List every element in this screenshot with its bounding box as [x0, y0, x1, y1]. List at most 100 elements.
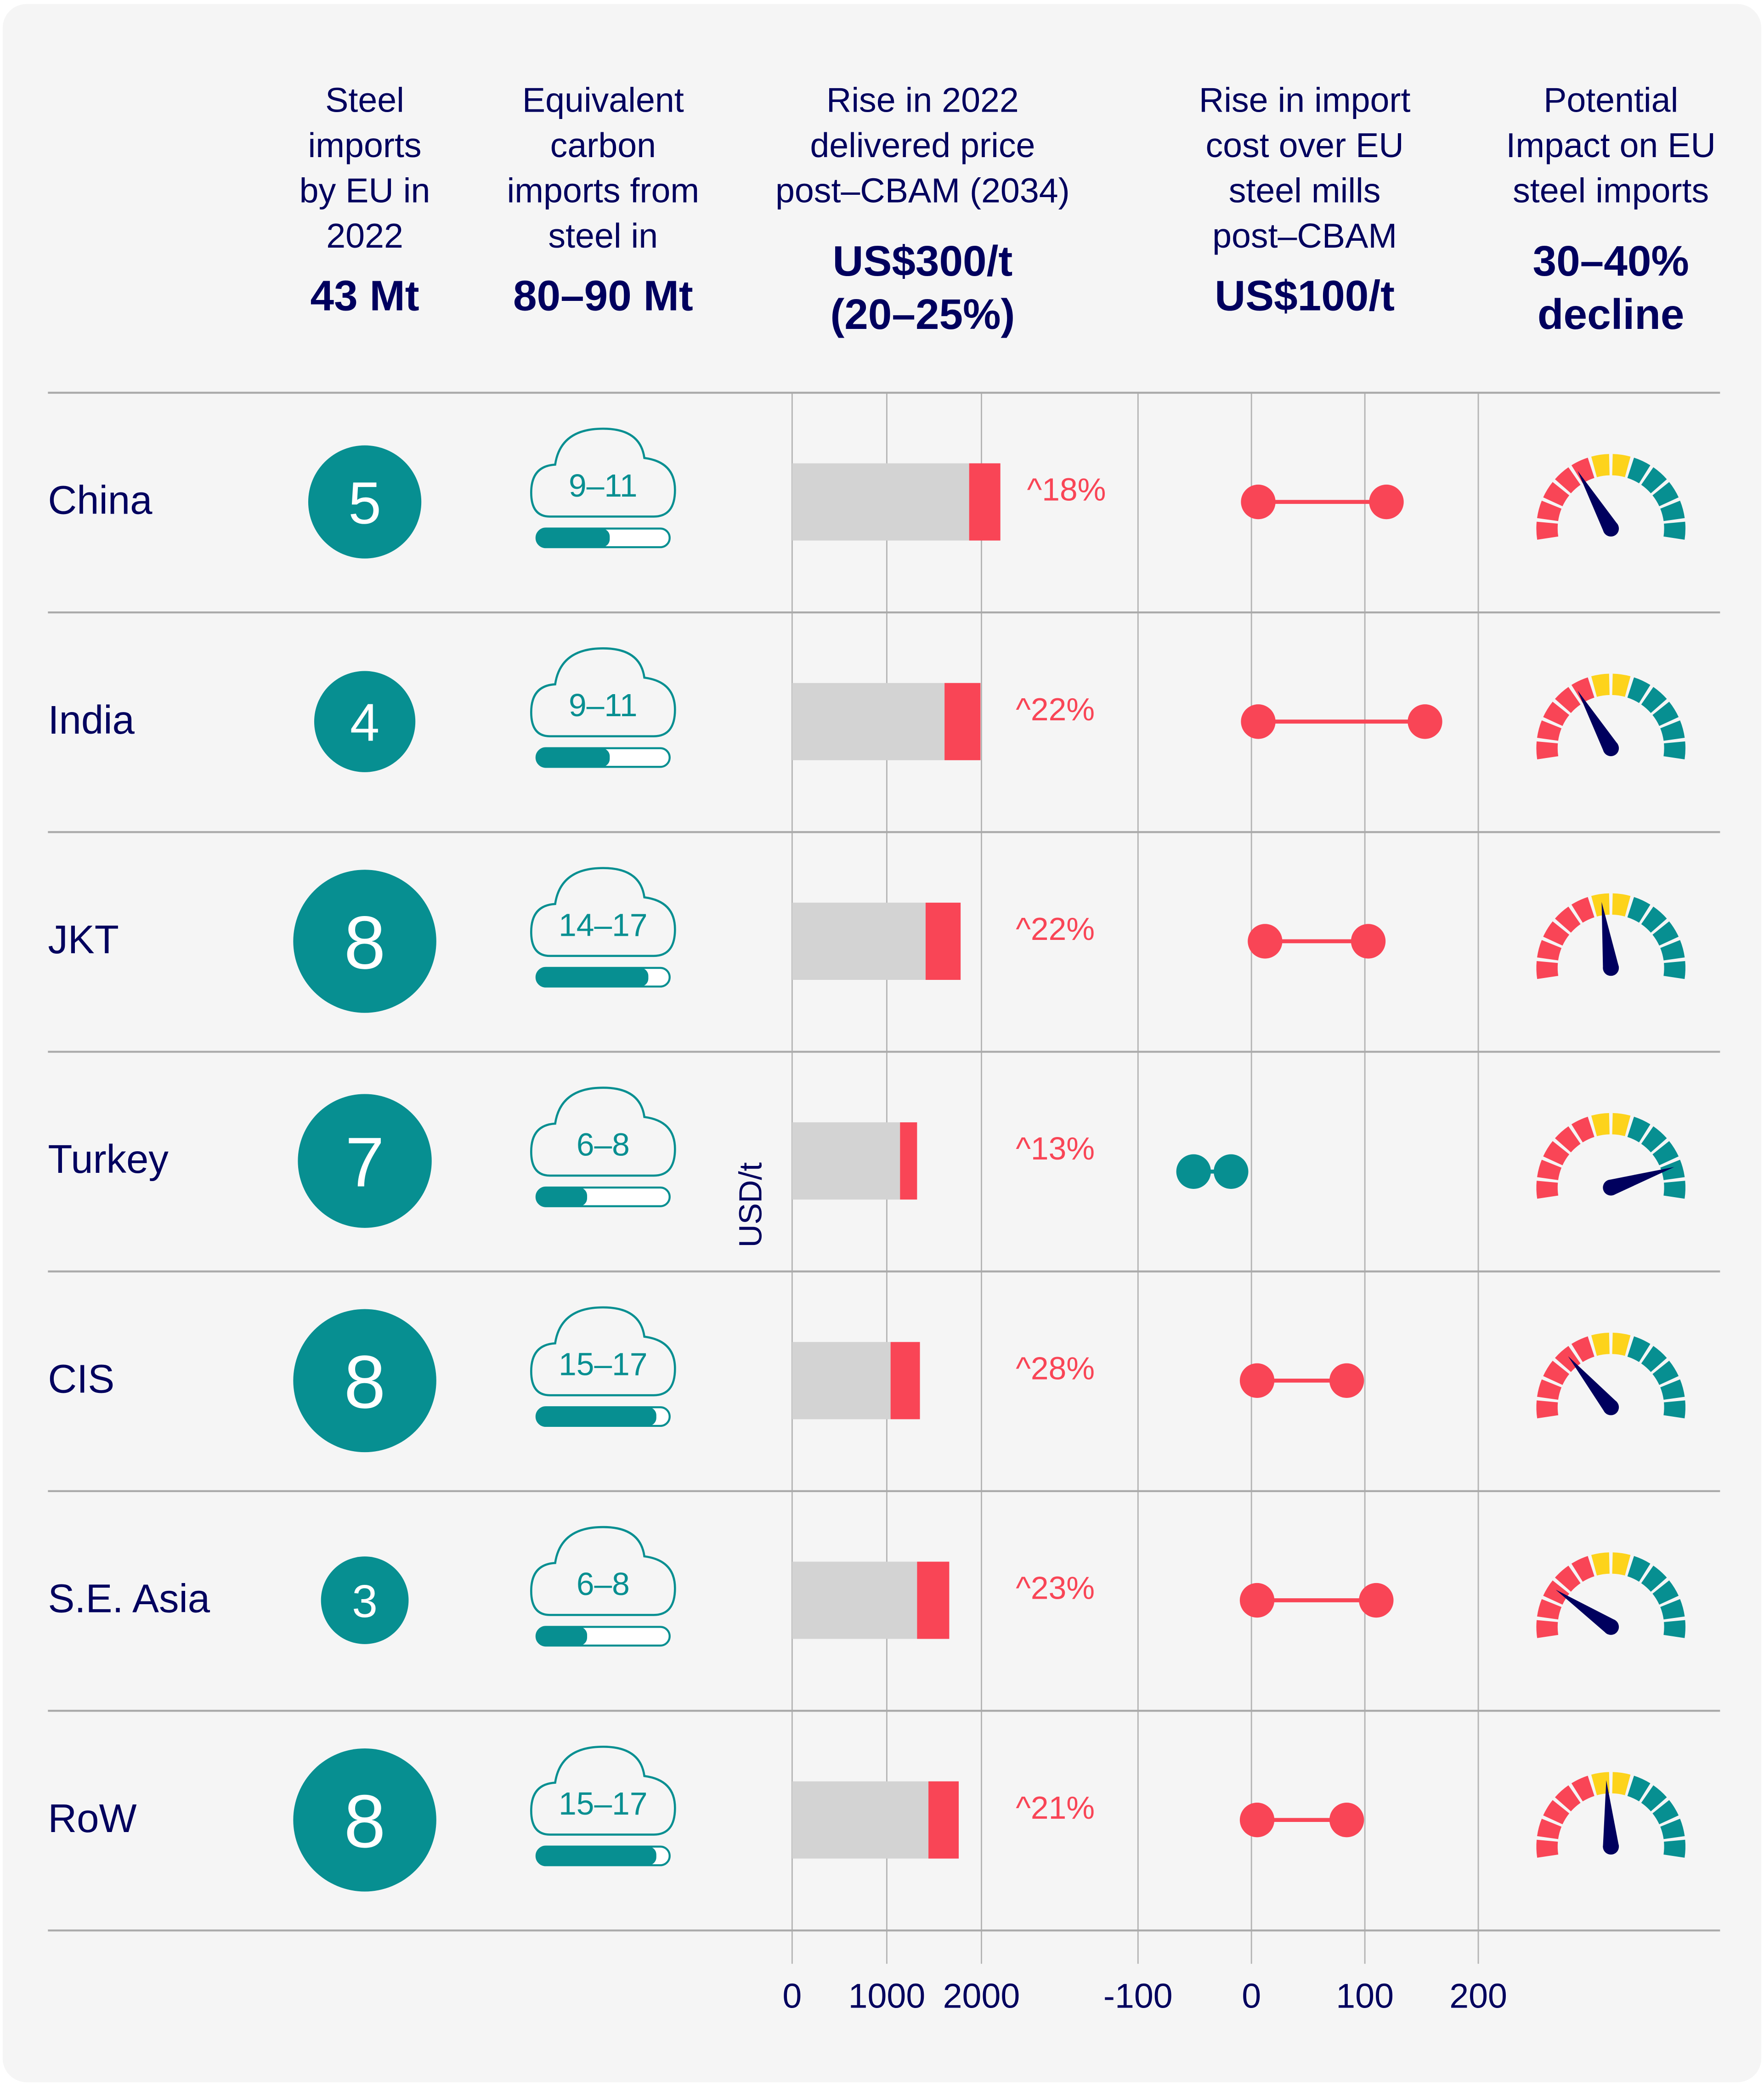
gauge-needle — [1601, 902, 1619, 969]
cost-low-dot — [1241, 484, 1276, 520]
gauge-segment — [1536, 741, 1559, 760]
header-value: US$100/t — [1145, 269, 1464, 322]
gauge-segment — [1612, 1333, 1631, 1356]
price-tick-label: 0 — [782, 1976, 802, 2015]
price-base-bar — [792, 463, 969, 541]
gauge-needle — [1603, 1780, 1619, 1847]
cost-low-dot — [1239, 1363, 1275, 1398]
gauge-segment — [1536, 961, 1559, 979]
gauge-segment — [1536, 1400, 1559, 1419]
header-value-line: decline — [1537, 290, 1685, 339]
cloud-icon — [530, 867, 676, 957]
gauge-segment — [1537, 1379, 1562, 1400]
gauge-segment — [1660, 500, 1685, 521]
gauge-needle — [1577, 690, 1618, 752]
gauge-needle-pivot — [1603, 1619, 1619, 1635]
gauge-segment — [1660, 1819, 1685, 1839]
gauge-segment — [1555, 1785, 1581, 1812]
imports-value: 5 — [348, 470, 381, 536]
gauge-segment — [1543, 1141, 1570, 1165]
gauge-segment — [1627, 1556, 1651, 1582]
gauge-segment — [1652, 482, 1679, 507]
header-value: 30–40% decline — [1451, 234, 1764, 341]
gauge-needle — [1568, 1356, 1617, 1413]
header-title-line: imports from — [507, 170, 700, 210]
gauge-segment — [1652, 1580, 1679, 1605]
table-row: 8 15–17 ^21% — [293, 1745, 1685, 1892]
price-rise-bar — [944, 683, 981, 760]
price-rise-label: ^22% — [1016, 911, 1095, 947]
table-row: 7 6–8 ^13% — [298, 1086, 1685, 1228]
gauge-segment — [1612, 893, 1631, 917]
header-title-line: Steel — [325, 79, 404, 120]
gauge-segment — [1591, 1113, 1610, 1137]
header-title-line: imports — [308, 125, 422, 165]
card-background — [2, 4, 1762, 2082]
price-base-bar — [792, 902, 926, 980]
imports-circle — [321, 1556, 409, 1644]
gauge-segment — [1571, 1336, 1594, 1362]
cloud-icon — [530, 647, 676, 737]
gauge-segment — [1591, 454, 1610, 477]
country-label: China — [48, 479, 153, 523]
price-base-bar — [792, 683, 945, 760]
price-rise-bar — [969, 463, 1001, 541]
price-rise-label: ^22% — [1016, 691, 1095, 727]
header-value-line: (20–25%) — [830, 290, 1015, 339]
carbon-range: 14–17 — [559, 907, 647, 943]
gauge-segment — [1612, 673, 1631, 697]
cloud-icon — [530, 1306, 676, 1397]
gauge-segment — [1641, 1126, 1667, 1153]
gauge-segment — [1663, 961, 1685, 979]
price-tick-label: 2000 — [943, 1976, 1020, 2015]
gauge-segment — [1612, 1113, 1631, 1137]
gauge-needle — [1555, 1589, 1616, 1634]
price-rise-label: ^18% — [1027, 472, 1106, 508]
gauge-needle-pivot — [1603, 520, 1619, 537]
cloud-icon — [530, 1745, 676, 1836]
country-label: RoW — [48, 1797, 137, 1842]
cost-high-dot — [1408, 704, 1442, 739]
header-title-line: 2022 — [326, 215, 403, 256]
gauge-segment — [1663, 741, 1685, 760]
price-axis-unit-label: USD/t — [733, 1162, 770, 1248]
gauge-segment — [1555, 1126, 1581, 1153]
header-value-line: 80–90 Mt — [513, 271, 693, 320]
cost-low-dot — [1241, 704, 1276, 739]
cost-high-dot — [1359, 1583, 1394, 1618]
header-title-line: cost over EU — [1205, 125, 1404, 165]
gauge-segment — [1612, 1772, 1631, 1795]
cost-low-dot — [1248, 924, 1283, 959]
table-row: 5 9–11 ^18% — [308, 427, 1685, 559]
gauge-segment — [1591, 1333, 1610, 1356]
price-base-bar — [792, 1122, 900, 1200]
header-title-line: delivered price — [810, 125, 1035, 165]
cost-tick-label: 100 — [1336, 1976, 1394, 2015]
gauge-segment — [1591, 893, 1610, 917]
header-title-line: by EU in — [299, 170, 430, 210]
gauge-segment — [1537, 940, 1562, 961]
header-title-line: Potential — [1544, 79, 1679, 120]
imports-circle — [308, 445, 422, 559]
imports-circle — [293, 870, 436, 1013]
cost-high-dot — [1214, 1154, 1249, 1189]
gauge-segment — [1660, 1159, 1685, 1180]
carbon-range: 9–11 — [569, 687, 638, 723]
header-column: Equivalent carbon imports from steel in 80–9… — [443, 77, 763, 322]
gauge-segment — [1571, 1116, 1594, 1142]
gauge-segment — [1641, 467, 1667, 493]
header-value: 80–90 Mt — [443, 269, 763, 322]
gauge-segment — [1555, 906, 1581, 933]
table-row: 3 6–8 ^23% — [321, 1526, 1685, 1647]
cost-low-dot — [1239, 1803, 1275, 1838]
gauge-segment — [1663, 521, 1685, 540]
gauge-segment — [1536, 521, 1559, 540]
cost-tick-label: -100 — [1103, 1976, 1173, 2015]
gauge-segment — [1663, 1839, 1685, 1858]
gauge-needle — [1608, 1167, 1674, 1195]
gauge-segment — [1641, 1346, 1667, 1372]
gauge-segment — [1571, 458, 1594, 484]
header-column: Steel imports by EU in 2022 43 Mt — [205, 77, 525, 322]
header-title-line: steel imports — [1513, 170, 1709, 210]
